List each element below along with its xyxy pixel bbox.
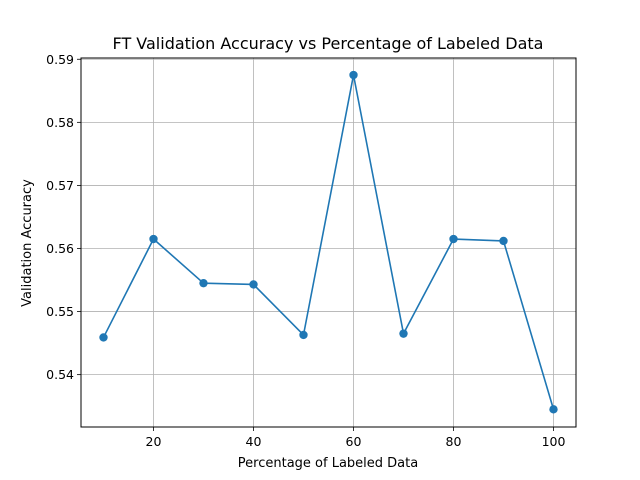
x-tick-label: 40 [246,434,262,449]
data-point [349,70,358,80]
x-tick-label: 100 [542,434,566,449]
x-axis-label: Percentage of Labeled Data [238,456,418,471]
x-tick-label: 80 [446,434,462,449]
y-tick-label: 0.57 [46,178,74,193]
data-point [299,330,308,340]
y-tick-label: 0.58 [46,115,74,130]
data-point [449,234,458,244]
x-tick-label: 20 [146,434,162,449]
data-point [99,333,108,342]
series-line [102,74,555,410]
x-axis-ticks: 20 40 60 80 100 [146,427,566,449]
y-axis-ticks: 0.54 0.55 0.56 0.57 0.58 0.59 [46,52,81,382]
y-tick-label: 0.59 [46,52,74,67]
y-tick-label: 0.56 [46,241,74,256]
series-group [99,70,558,414]
y-tick-label: 0.55 [46,304,74,319]
data-point [399,329,408,338]
data-point [499,236,508,246]
data-point [549,405,558,414]
grid [81,58,576,427]
chart-title: FT Validation Accuracy vs Percentage of … [113,34,544,53]
x-tick-label: 60 [346,434,362,449]
data-point [149,234,158,244]
y-tick-label: 0.54 [46,367,74,382]
data-point [249,280,258,289]
data-point [199,278,208,288]
plot-frame [80,57,577,428]
y-axis-label: Validation Accuracy [20,179,35,307]
